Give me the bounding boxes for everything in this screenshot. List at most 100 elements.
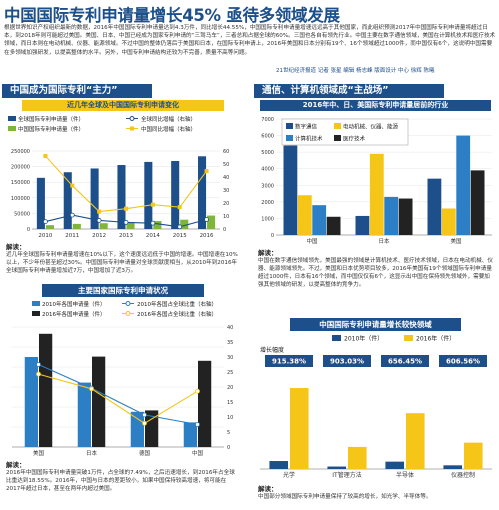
- section-2-note: 中国在数字通信领域领先，美国最强的领域是计算机技术、医疗技术领域，日本在电动机械…: [258, 258, 493, 288]
- point-share-2016: [142, 420, 147, 426]
- line-share-2016: [38, 373, 198, 424]
- growth-badge: [323, 355, 371, 367]
- point-global-growth: [150, 220, 156, 226]
- bar-2016: [290, 388, 309, 469]
- legend-label-2016: 2016年（件）: [416, 335, 455, 343]
- y2-tick-label: 15: [227, 400, 233, 406]
- bar-2016: [464, 442, 483, 469]
- bar-2010: [327, 466, 346, 469]
- bar-field: [427, 178, 442, 235]
- x-tick-label: 日本: [86, 449, 98, 457]
- section-1-note-title: 解读：: [6, 243, 26, 251]
- chart-global-china-trend: 全球国际专利申请量（件） 中国国际专利申请量（件） 全球同比增幅（右轴） 中国同比增幅…: [8, 115, 229, 239]
- bar-china: [72, 223, 81, 229]
- x-tick-label: 2016: [200, 233, 214, 239]
- bar-2016: [92, 356, 106, 447]
- point-china-growth: [70, 183, 75, 188]
- y-tick-label: 1000: [261, 216, 274, 222]
- x-tick-label: 美国: [450, 237, 462, 245]
- legend-swatch-2010: [32, 301, 40, 306]
- point-global-growth: [43, 219, 48, 224]
- y-tick-label: 2000: [261, 200, 274, 206]
- bar-2016: [145, 410, 159, 447]
- x-tick-label: 2015: [173, 233, 187, 239]
- section-2-note-title: 解读：: [258, 249, 278, 257]
- credit-line: 21世纪经济报道 记者 张星 编辑 杨志峰 版面设计 中心 徐辉 陈曦: [276, 68, 435, 74]
- bar-2016: [348, 446, 367, 469]
- point-china-growth: [204, 169, 209, 174]
- legend-label-share-2016: 2016年各国占全球比重（右轴）: [137, 310, 217, 318]
- y-tick-label: 5000: [261, 150, 274, 156]
- legend-label-global: 全球国际专利申请量（件）: [18, 115, 84, 123]
- page-title: 中国国际专利申请量增长45% 亟待多领域发展: [4, 6, 340, 25]
- bar-field: [456, 135, 471, 235]
- bar-2010: [385, 461, 404, 469]
- chart-top-fields-2016: 0 1000 2000 3000 4000 5000 6000 7000 中国 日本 美国 数字通信 电…: [261, 117, 492, 245]
- section-4-banner: 中国国际专利申请量增长较快领域: [290, 318, 461, 331]
- section-4-note-title: 解读：: [258, 485, 278, 493]
- y-tick-label: 0: [271, 233, 274, 239]
- x-tick-label: 中国: [306, 237, 318, 245]
- bar-field: [384, 196, 399, 235]
- legend-marker-share-2016: [125, 311, 131, 316]
- y-tick-label: 0: [27, 227, 30, 233]
- y-tick-label: 6000: [261, 134, 274, 140]
- legend-swatch: [286, 135, 293, 141]
- point-global-growth: [96, 218, 102, 223]
- point-china-growth: [124, 206, 128, 211]
- bar-2010: [77, 382, 91, 447]
- legend-swatch-china: [8, 126, 16, 131]
- bar-field: [355, 215, 370, 235]
- y-tick-label: 7000: [261, 117, 274, 123]
- growth-badge: [265, 355, 313, 367]
- x-tick-label: 日本: [378, 237, 390, 245]
- y2-tick-label: 20: [223, 201, 229, 207]
- point-china-growth: [97, 209, 102, 214]
- y2-tick-label: 25: [227, 370, 233, 376]
- point-share-2010: [195, 422, 200, 427]
- section-3-note: 2016年中国国际专利申请量突破1万件，占全球的7.49%，之后迅速增长，到20…: [6, 470, 235, 492]
- y-tick-label: 250000: [11, 149, 30, 155]
- growth-label: 增长幅度: [260, 346, 284, 354]
- point-share-2010: [142, 412, 147, 418]
- growth-badge: [439, 355, 487, 367]
- bar-field: [326, 216, 341, 235]
- point-china-growth: [43, 153, 48, 158]
- point-share-2016: [89, 386, 94, 392]
- chart-major-countries: 2010年各国申请量（件） 2016年各国申请量（件） 2010年各国占全球比重（右…: [12, 300, 233, 457]
- legend-swatch: [334, 123, 341, 129]
- chart-fast-growth-fields: 2010年（件） 2016年（件） 增长幅度 915.38% 903.03% 656.45…: [260, 335, 492, 479]
- x-tick-label: 仪器控制: [451, 471, 475, 479]
- bar-field: [470, 170, 485, 235]
- legend-label-china-growth: 中国同比增幅（右轴）: [141, 125, 196, 133]
- section-1: 中国成为国际专利“主力” 近几年全球及中国国际专利申请变化 全球国际专利申请量（…: [2, 84, 244, 276]
- point-global-growth: [69, 212, 75, 218]
- growth-value: 656.45%: [388, 358, 422, 366]
- bar-2010: [443, 465, 462, 469]
- y-tick-label: 3000: [261, 183, 274, 189]
- legend-label-2016: 2016年各国申请量（件）: [42, 310, 106, 318]
- point-global-growth: [204, 217, 209, 222]
- legend-label-2010: 2010年各国申请量（件）: [42, 300, 106, 308]
- x-tick-label: 2013: [119, 233, 133, 239]
- legend-swatch: [334, 135, 341, 141]
- section-2-sub-banner: 2016年中、日、美国际专利申请量居前的行业: [260, 100, 491, 111]
- y-tick-label: 150000: [11, 180, 30, 186]
- legend-swatch-global: [8, 116, 16, 121]
- legend-label-2010: 2010年（件）: [344, 335, 383, 343]
- bar-field: [369, 153, 384, 235]
- point-global-growth: [177, 224, 183, 230]
- bar-2016: [198, 360, 212, 447]
- section-3: 主要国家国际专利申请状况 2010年各国申请量（件） 2016年各国申请量（件） 2…: [2, 284, 244, 508]
- section-2-banner: 通信、计算机领域成“主战场”: [254, 84, 444, 98]
- legend-marker-china-growth: [130, 126, 134, 131]
- bar-global: [36, 177, 45, 229]
- growth-value: 606.56%: [446, 358, 480, 366]
- bar-global: [198, 156, 207, 229]
- y2-tick-label: 20: [227, 385, 233, 391]
- point-share-2016: [195, 388, 200, 394]
- bar-china: [45, 225, 54, 229]
- y-tick-label: 200000: [11, 165, 30, 171]
- section-4-note: 中国部分领域国际专利申请量保持了较高的增长，如光学、半导体等。: [258, 494, 432, 500]
- section-1-sub-banner: 近几年全球及中国国际专利申请变化: [22, 100, 224, 111]
